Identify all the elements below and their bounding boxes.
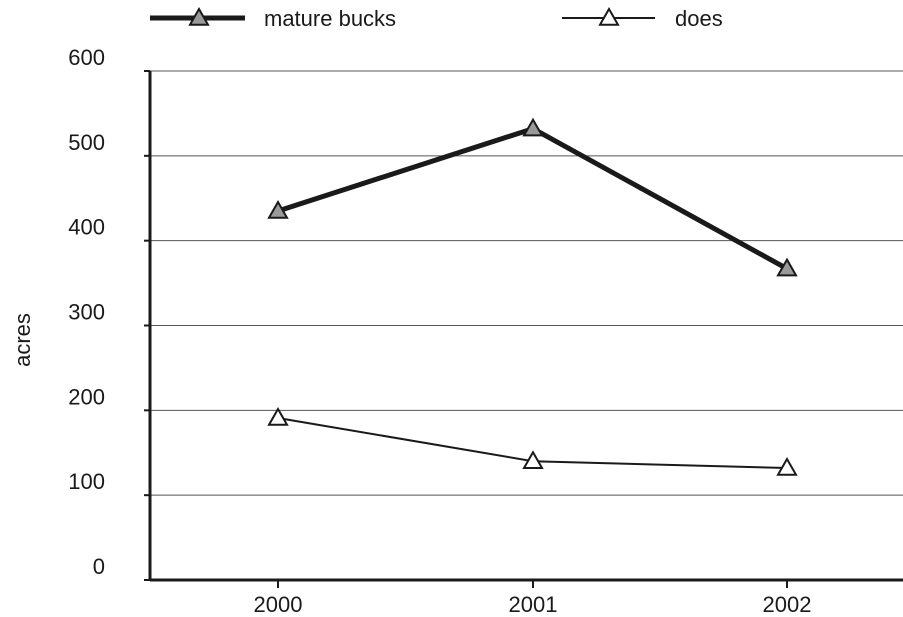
x-tick-labels: 2000 2001 2002	[254, 592, 812, 617]
series-lines	[277, 126, 789, 470]
x-tick-label: 2002	[763, 592, 812, 617]
data-point-marker	[776, 457, 798, 476]
gridlines	[150, 70, 903, 496]
y-tick-label: 400	[68, 215, 105, 240]
x-tick-label: 2000	[254, 592, 303, 617]
y-tick-label: 500	[68, 130, 105, 155]
y-tick-label: 300	[68, 300, 105, 325]
data-point-marker	[522, 117, 544, 137]
data-point-marker	[267, 406, 289, 426]
legend-label-1: mature bucks	[264, 6, 396, 31]
y-tick-label: 100	[68, 469, 105, 494]
y-axis-label: acres	[10, 313, 35, 367]
y-tick-label: 200	[68, 384, 105, 409]
legend-marker-2	[598, 6, 620, 26]
data-point-marker	[776, 257, 798, 277]
series-line-1	[277, 126, 789, 271]
data-point-marker	[267, 199, 289, 219]
y-tick-label: 600	[68, 45, 105, 70]
axes	[144, 70, 903, 588]
data-point-marker	[522, 450, 544, 469]
y-tick-labels: 0 100 200 300 400 500 600	[68, 45, 105, 579]
legend: mature bucks does	[150, 6, 723, 31]
x-tick-label: 2001	[509, 592, 558, 617]
legend-marker-1	[188, 6, 210, 26]
legend-label-2: does	[675, 6, 723, 31]
y-tick-label: 0	[93, 554, 105, 579]
series-points	[267, 117, 798, 476]
